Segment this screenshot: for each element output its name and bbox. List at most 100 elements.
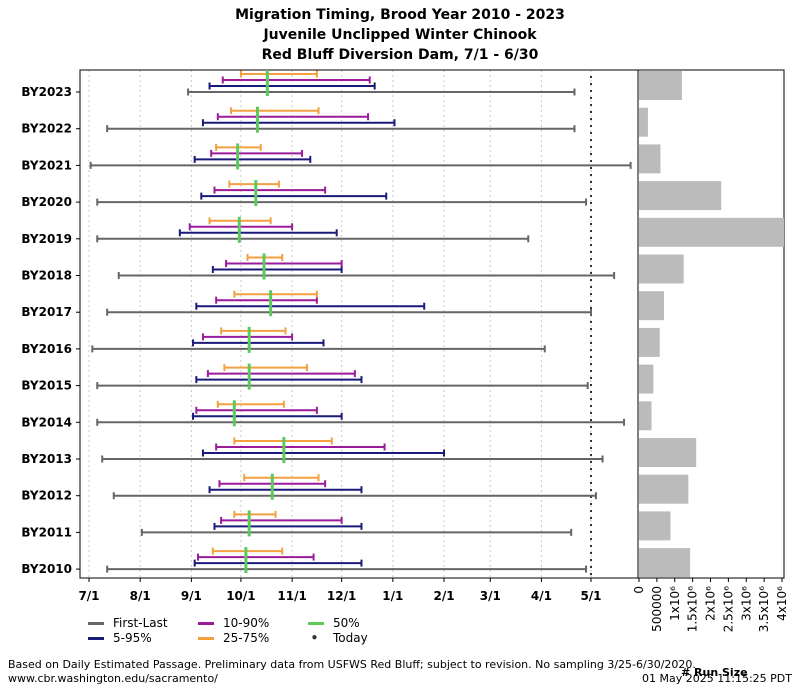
legend-item-today: • Today <box>308 631 368 645</box>
run-size-bar <box>639 291 665 321</box>
run-size-bar <box>639 144 661 174</box>
run-size-bar <box>639 217 784 247</box>
timing-panel-frame <box>79 69 639 579</box>
range-25-75 <box>228 180 280 188</box>
range-first-last <box>117 272 616 279</box>
title-line-1: Migration Timing, Brood Year 2010 - 2023 <box>235 7 565 23</box>
legend-item-p10-90: 10-90% <box>198 616 269 630</box>
legend-item-p25-75: 25-75% <box>198 631 269 645</box>
y-tick-label: BY2019 <box>21 232 72 246</box>
legend-swatch-first-last <box>88 621 104 625</box>
range-10-90 <box>225 260 343 267</box>
range-5-95 <box>192 412 343 420</box>
range-first-last <box>106 308 592 316</box>
range-25-75 <box>239 70 318 78</box>
range-10-90 <box>215 296 318 304</box>
range-5-95 <box>195 302 426 310</box>
y-tick-label: BY2022 <box>21 122 72 136</box>
x-tick-label: 8/1 <box>130 589 151 603</box>
legend-label-p50: 50% <box>333 616 360 630</box>
run-size-bar <box>639 107 648 137</box>
range-10-90 <box>210 149 304 157</box>
run-size-bar <box>639 401 652 431</box>
range-10-90 <box>215 443 386 451</box>
range-5-95 <box>178 229 338 237</box>
y-tick-label: BY2014 <box>21 415 72 429</box>
range-first-last <box>96 235 530 243</box>
run-x-tick-label: 1x10⁶ <box>668 586 682 621</box>
range-10-90 <box>196 553 315 561</box>
x-tick-label: 10/1 <box>226 589 255 603</box>
run-size-bar <box>639 71 682 100</box>
y-tick-label: BY2011 <box>21 525 72 539</box>
legend-swatch-p5-95 <box>88 636 104 640</box>
x-tick-label: 7/1 <box>78 589 99 603</box>
x-tick-label: 2/1 <box>433 589 454 603</box>
range-5-95 <box>213 522 363 530</box>
title-line-3: Red Bluff Diversion Dam, 7/1 - 6/30 <box>261 47 539 63</box>
legend-label-p10-90: 10-90% <box>223 616 270 630</box>
range-first-last <box>106 565 588 573</box>
footer-url[interactable]: www.cbr.washington.edu/sacramento/ <box>8 672 218 685</box>
legend-swatch-p10-90 <box>198 621 214 625</box>
footer-timestamp: 01 May 2025 11:15:25 PDT <box>642 672 792 685</box>
range-first-last <box>91 345 546 353</box>
range-25-75 <box>216 400 285 408</box>
range-first-last <box>140 528 573 536</box>
run-x-tick-label: 500000 <box>650 586 664 632</box>
range-5-95 <box>193 559 363 567</box>
range-25-75 <box>220 327 287 335</box>
legend-item-p5-95: 5-95% <box>88 631 152 645</box>
range-5-95 <box>195 376 363 384</box>
range-5-95 <box>200 192 388 200</box>
range-5-95 <box>192 339 325 347</box>
range-25-75 <box>223 364 308 372</box>
x-tick-label: 9/1 <box>181 589 202 603</box>
range-10-90 <box>213 186 327 194</box>
x-tick-label: 5/1 <box>580 589 601 603</box>
range-10-90 <box>195 406 318 414</box>
legend-swatch-today: • <box>310 631 322 645</box>
legend-swatch-p25-75 <box>198 636 214 640</box>
range-first-last <box>106 125 576 133</box>
range-10-90 <box>206 370 356 378</box>
range-5-95 <box>208 486 363 494</box>
range-25-75 <box>233 510 277 518</box>
range-first-last <box>187 88 576 96</box>
run-size-bar <box>639 181 722 211</box>
range-5-95 <box>201 449 446 457</box>
range-5-95 <box>208 82 376 90</box>
range-5-95 <box>201 119 396 127</box>
run-x-tick-label: 2x10⁶ <box>704 586 718 621</box>
run-x-tick-label: 2.5x10⁶ <box>721 586 735 632</box>
x-tick-label: 1/1 <box>382 589 403 603</box>
y-tick-label: BY2023 <box>21 85 72 99</box>
run-size-bar <box>639 438 697 467</box>
range-10-90 <box>216 113 370 121</box>
range-5-95 <box>193 155 312 163</box>
range-25-75 <box>230 107 320 115</box>
range-first-last <box>96 198 588 206</box>
range-10-90 <box>201 333 294 341</box>
run-x-tick-label: 1.5x10⁶ <box>686 586 700 632</box>
y-tick-label: BY2018 <box>21 269 72 283</box>
legend-label-first-last: First-Last <box>113 616 168 630</box>
run-x-tick-label: 3x10⁶ <box>739 586 753 621</box>
range-25-75 <box>211 547 284 555</box>
legend-label-p5-95: 5-95% <box>113 631 152 645</box>
legend-item-first-last: First-Last <box>88 616 168 630</box>
range-first-last <box>112 492 597 500</box>
y-tick-label: BY2020 <box>21 195 72 209</box>
run-size-bar <box>639 548 691 578</box>
y-tick-label: BY2012 <box>21 489 72 503</box>
x-tick-label: 3/1 <box>480 589 501 603</box>
run-x-tick-label: 0 <box>632 586 646 594</box>
range-first-last <box>96 382 589 390</box>
run-size-bar <box>639 364 654 394</box>
range-first-last <box>89 161 632 169</box>
run-size-axis-title: # Run Size <box>681 666 748 679</box>
run-size-bar <box>639 327 660 357</box>
range-25-75 <box>233 290 318 298</box>
y-tick-label: BY2016 <box>21 342 72 356</box>
